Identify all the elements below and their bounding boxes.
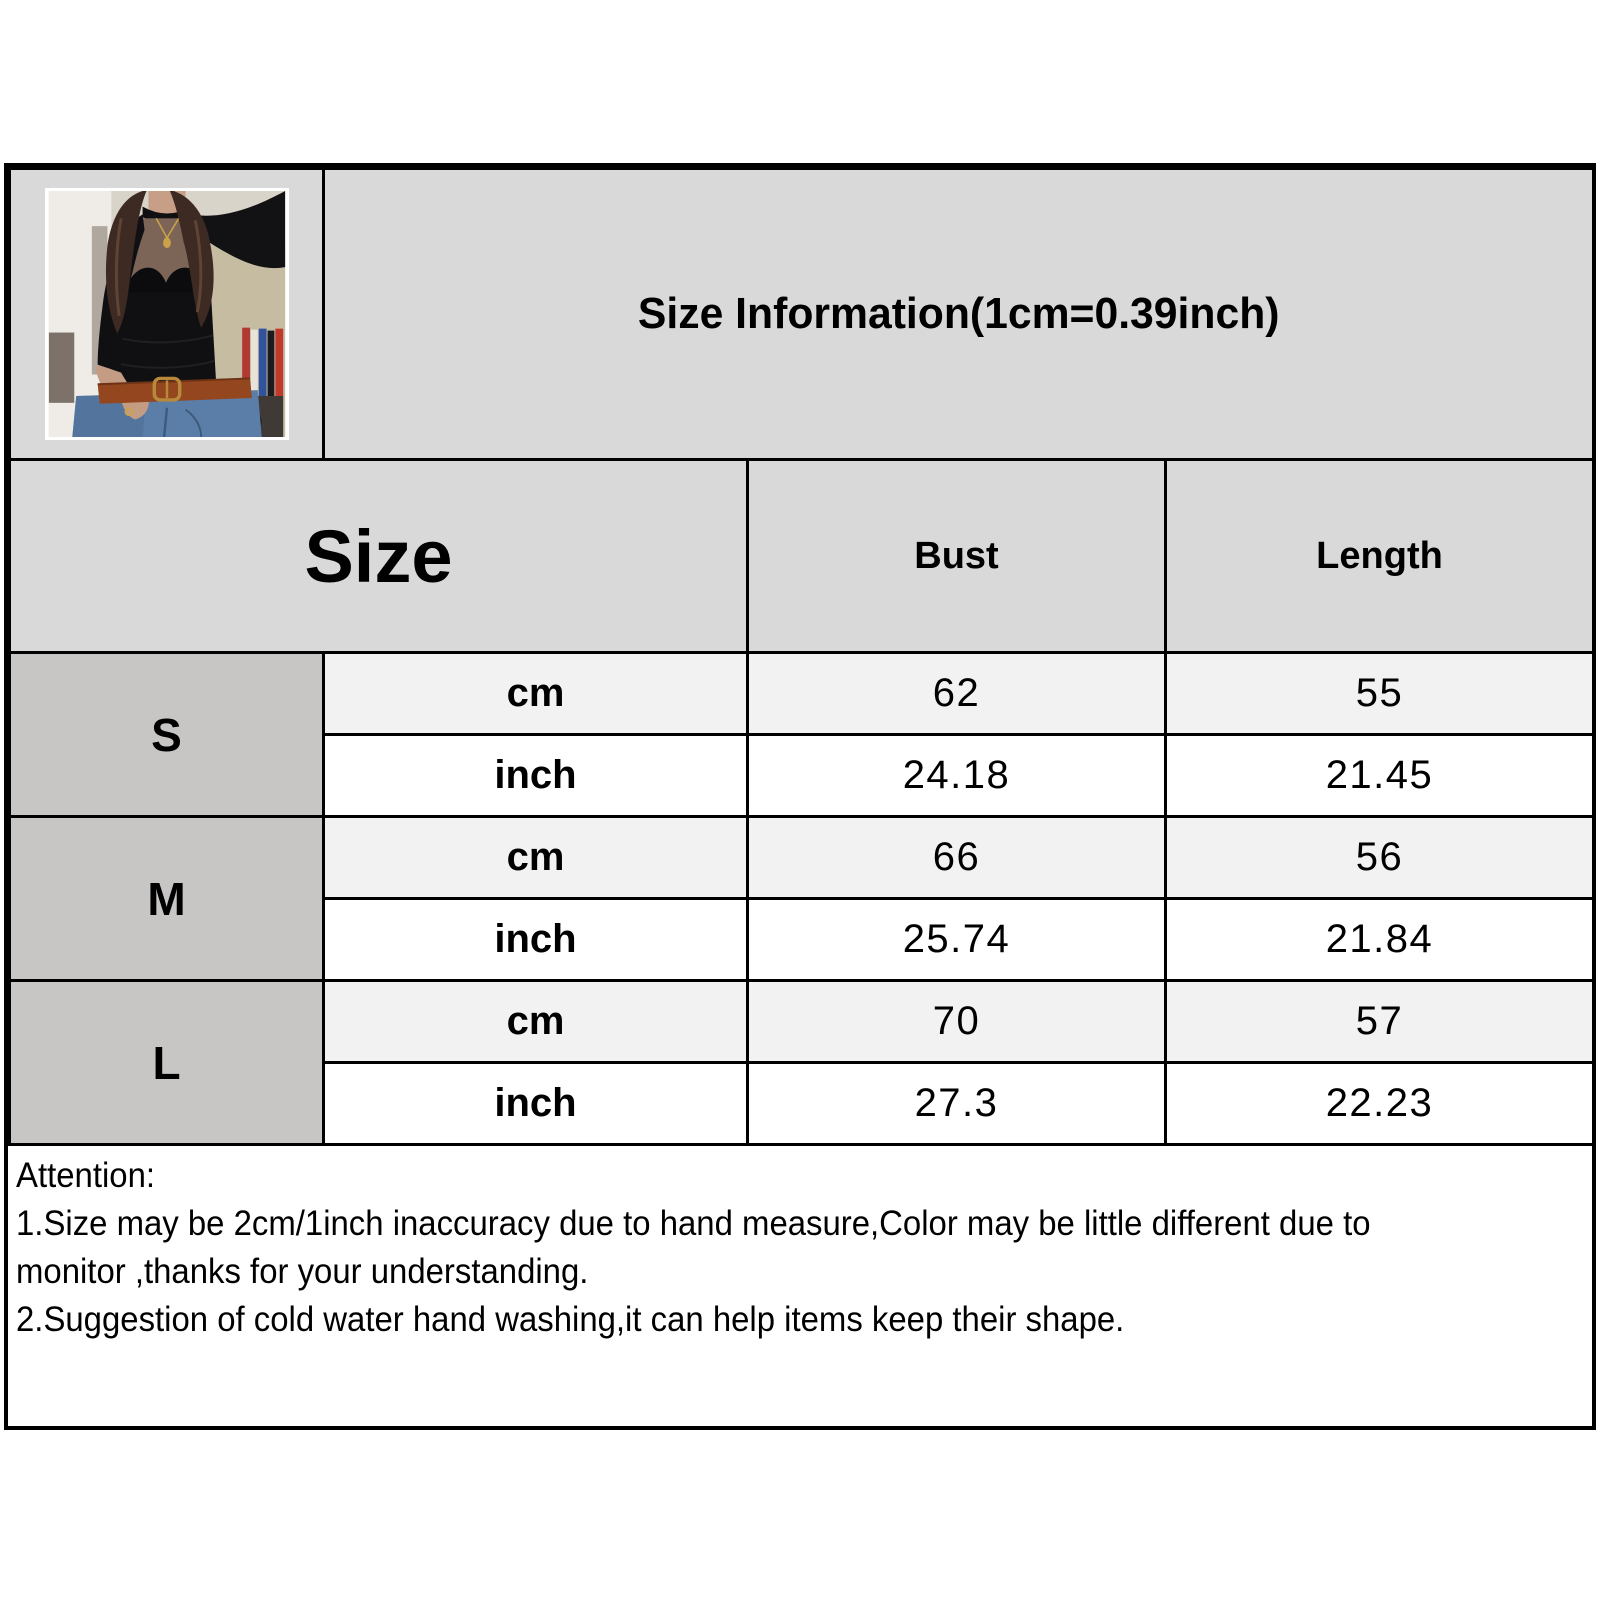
model-raised-arm — [183, 191, 285, 269]
bust-value: 24.18 — [746, 733, 1167, 818]
unit-label: cm — [322, 979, 749, 1064]
table-row-s-inch: inch 24.18 21.45 — [10, 733, 1595, 818]
size-label-s: S — [8, 651, 325, 818]
size-label-l: L — [8, 979, 325, 1146]
length-value: 21.84 — [1164, 897, 1595, 982]
table-row-s-cm: S cm 62 55 — [8, 651, 1595, 818]
unit-label: cm — [322, 651, 749, 736]
size-info-title: Size Information(1cm=0.39inch) — [637, 289, 1280, 338]
table-row-m-inch: inch 25.74 21.84 — [10, 897, 1595, 982]
bust-value: 62 — [746, 651, 1167, 736]
column-header-size: Size — [8, 458, 749, 654]
belt — [97, 378, 252, 404]
size-label-m: M — [8, 815, 325, 982]
length-value: 57 — [1164, 979, 1595, 1064]
attention-note: Attention: 1.Size may be 2cm/1inch inacc… — [8, 1146, 1592, 1426]
bust-value: 66 — [746, 815, 1167, 900]
unit-label: inch — [322, 733, 749, 818]
length-value: 56 — [1164, 815, 1595, 900]
product-photo-cell — [8, 167, 325, 461]
unit-label: inch — [322, 1061, 749, 1146]
unit-label: cm — [322, 815, 749, 900]
product-photo-wrap — [13, 172, 321, 457]
attention-line: 1.Size may be 2cm/1inch inaccuracy due t… — [16, 1204, 1371, 1243]
attention-line: monitor ,thanks for your understanding. — [16, 1252, 589, 1291]
attention-line: 2.Suggestion of cold water hand washing,… — [16, 1300, 1125, 1339]
size-info-title-cell: Size Information(1cm=0.39inch) — [322, 167, 1595, 461]
bust-value: 25.74 — [746, 897, 1167, 982]
length-value: 21.45 — [1164, 733, 1595, 818]
product-photo — [48, 191, 285, 438]
bust-value: 70 — [746, 979, 1167, 1064]
size-chart-sheet: Size Information(1cm=0.39inch) Size Bust… — [4, 163, 1596, 1430]
ring — [124, 407, 133, 417]
size-table: Size Information(1cm=0.39inch) Size Bust… — [8, 167, 1595, 1146]
necklace — [155, 217, 179, 249]
column-header-length: Length — [1164, 458, 1595, 654]
length-value: 22.23 — [1164, 1061, 1595, 1146]
unit-label: inch — [322, 897, 749, 982]
column-header-bust: Bust — [746, 458, 1167, 654]
bust-value: 27.3 — [746, 1061, 1167, 1146]
table-row-m-cm: M cm 66 56 — [8, 815, 1595, 982]
banner-row: Size Information(1cm=0.39inch) — [8, 167, 1595, 461]
product-photo-frame — [44, 188, 289, 440]
table-row-l-inch: inch 27.3 22.23 — [10, 1061, 1595, 1146]
column-header-row: Size Bust Length — [8, 458, 1595, 654]
attention-heading: Attention: — [16, 1156, 156, 1195]
length-value: 55 — [1164, 651, 1595, 736]
model-hair-right — [169, 191, 214, 328]
table-row-l-cm: L cm 70 57 — [8, 979, 1595, 1146]
belt-buckle — [152, 376, 181, 402]
